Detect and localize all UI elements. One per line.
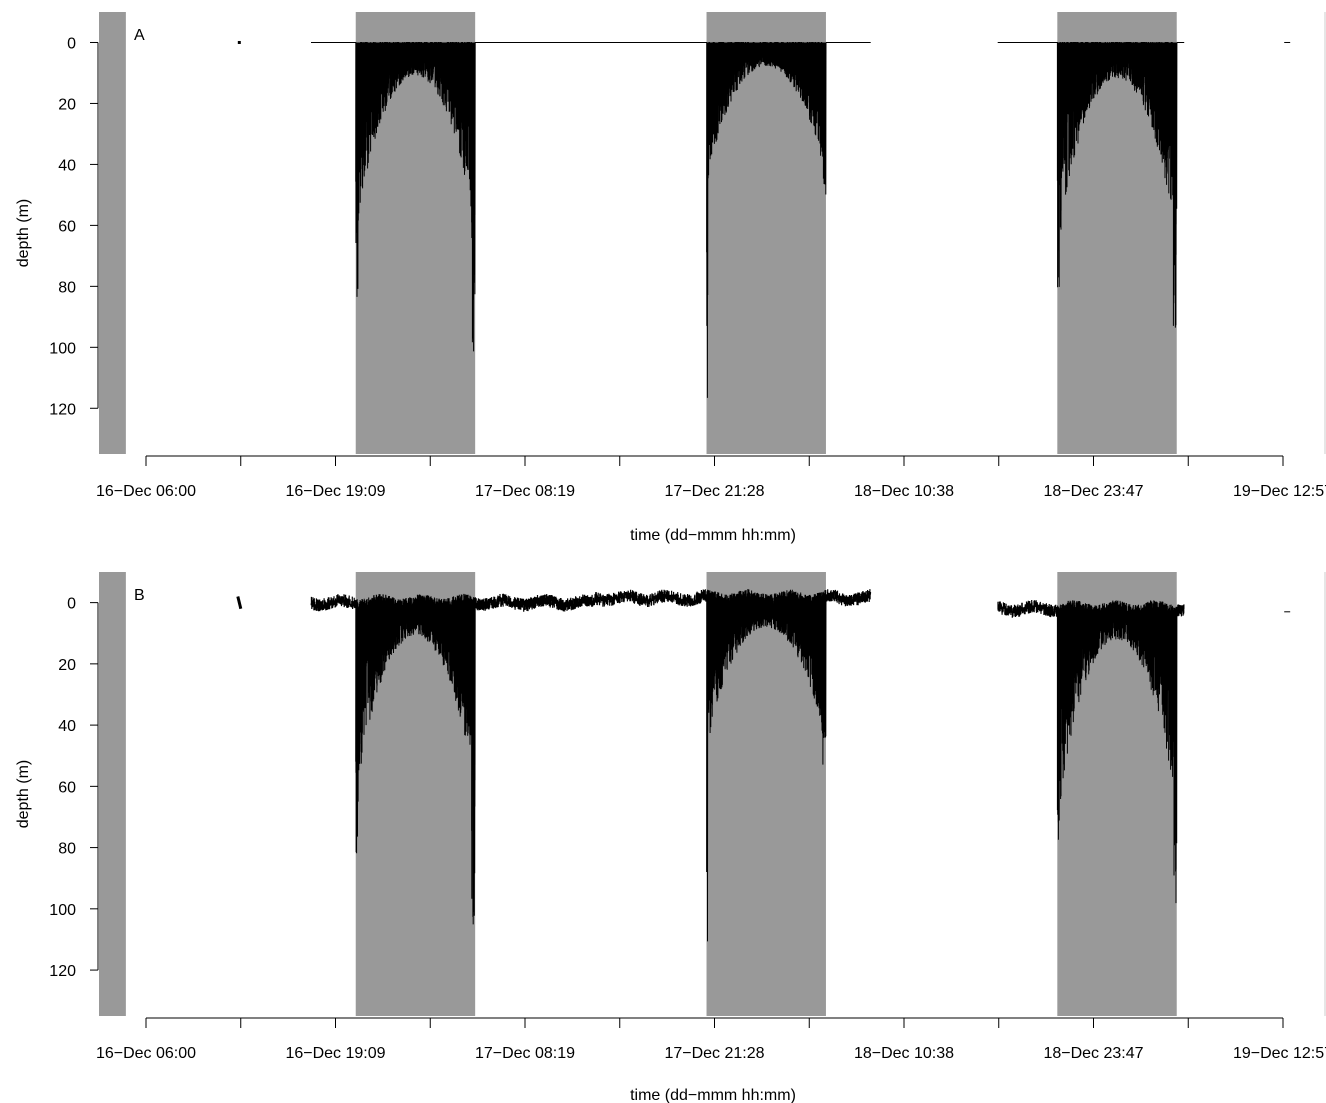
x-tick-label: 18−Dec 10:38	[854, 1045, 954, 1062]
x-tick-label: 16−Dec 06:00	[96, 1045, 196, 1062]
y-tick-label: 100	[49, 902, 76, 919]
x-tick-label: 16−Dec 19:09	[285, 1045, 385, 1062]
x-tick-label: 18−Dec 10:38	[854, 483, 954, 500]
y-axis-title: depth (m)	[15, 199, 32, 267]
night-shading-1	[99, 12, 126, 454]
x-tick-label: 18−Dec 23:47	[1043, 483, 1143, 500]
x-tick-label: 19−Dec 12:57	[1233, 483, 1326, 500]
y-tick-label: 40	[58, 157, 76, 174]
y-tick-label: 120	[49, 401, 76, 418]
y-tick-label: 60	[58, 218, 76, 235]
y-tick-label: 40	[58, 718, 76, 735]
x-tick-label: 16−Dec 19:09	[285, 483, 385, 500]
x-tick-label: 19−Dec 12:57	[1233, 1045, 1326, 1062]
panel-b: 0 20 40 60 80 100 120 depth (m) 16−Dec 06:00 16−D…	[15, 572, 1326, 1103]
y-tick-label: 0	[67, 596, 76, 613]
panel-label: A	[134, 27, 145, 44]
x-tick-label: 17−Dec 08:19	[475, 483, 575, 500]
y-axis-title: depth (m)	[15, 760, 32, 828]
x-tick-label: 18−Dec 23:47	[1043, 1045, 1143, 1062]
y-tick-label: 20	[58, 96, 76, 113]
isolated-record	[236, 596, 243, 610]
y-tick-label: 0	[67, 35, 76, 52]
y-tick-label: 80	[58, 279, 76, 296]
depth-trace	[311, 42, 1185, 398]
panel-a: 0 20 40 60 80 100 120 depth (m) 16−Dec 06:00 16−D…	[15, 12, 1326, 544]
x-tick-label: 17−Dec 21:28	[664, 1045, 764, 1062]
y-tick-label: 60	[58, 779, 76, 796]
x-tick-label: 17−Dec 08:19	[475, 1045, 575, 1062]
x-tick-label: 17−Dec 21:28	[664, 483, 764, 500]
y-tick-label: 120	[49, 963, 76, 980]
x-axis-title: time (dd−mmm hh:mm)	[630, 527, 796, 544]
y-tick-label: 20	[58, 657, 76, 674]
night-shading-1	[99, 572, 126, 1016]
y-tick-label: 100	[49, 340, 76, 357]
x-tick-label: 16−Dec 06:00	[96, 483, 196, 500]
depth-trace	[310, 589, 1185, 942]
x-axis-title: time (dd−mmm hh:mm)	[630, 1087, 796, 1103]
panel-label: B	[134, 587, 145, 604]
y-tick-label: 80	[58, 841, 76, 858]
